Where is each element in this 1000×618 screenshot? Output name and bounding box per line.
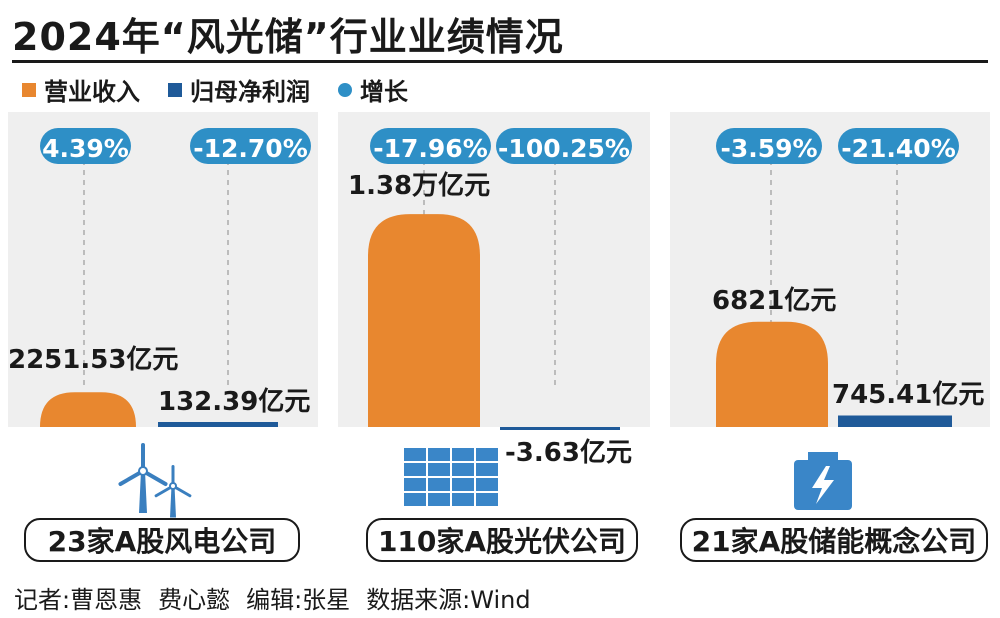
panel-0 xyxy=(8,112,318,427)
growth-badge-profit-0 xyxy=(190,128,311,164)
growth-badge-profit-1 xyxy=(496,128,632,164)
sector-label-storage: 21家A股储能概念公司 xyxy=(680,518,988,562)
growth-badge-revenue-2 xyxy=(716,128,822,164)
solar-panel-icon xyxy=(404,448,498,506)
footer-reporter: 记者:曹恩惠 xyxy=(14,586,143,614)
footer-reporter-2: 费心懿 xyxy=(158,586,231,614)
growth-badge-label-revenue-0: 4.39% xyxy=(42,134,129,163)
legend-swatch-profit xyxy=(168,82,182,97)
legend-item-revenue: 营业收入 xyxy=(22,72,140,107)
bar-revenue-2 xyxy=(716,321,828,427)
growth-badge-revenue-1 xyxy=(370,128,491,164)
data-label-profit-1: -3.63亿元 xyxy=(505,438,632,468)
footer-source: 数据来源:Wind xyxy=(366,586,531,614)
data-label-profit-2: 745.41亿元 xyxy=(832,380,984,410)
sector-label-solar: 110家A股光伏公司 xyxy=(366,518,638,562)
data-label-profit-0: 132.39亿元 xyxy=(158,387,310,417)
legend-item-profit: 归母净利润 xyxy=(168,72,310,107)
legend-swatch-revenue xyxy=(22,82,36,97)
growth-badge-label-profit-2: -21.40% xyxy=(841,134,956,163)
bar-revenue-1 xyxy=(368,214,480,427)
legend-label-revenue: 营业收入 xyxy=(44,78,140,106)
growth-badge-label-revenue-2: -3.59% xyxy=(720,134,817,163)
growth-badge-label-revenue-1: -17.96% xyxy=(373,134,488,163)
growth-badge-profit-2 xyxy=(838,128,959,164)
wind-turbine-icon xyxy=(118,443,192,518)
sector-label-wind: 23家A股风电公司 xyxy=(24,518,300,562)
legend-label-profit: 归母净利润 xyxy=(190,78,310,106)
growth-badge-label-profit-1: -100.25% xyxy=(498,134,630,163)
chart-canvas: 4.39% -12.70% 2251.53亿元 132.39亿元 -17.96% -100… xyxy=(8,112,990,518)
growth-badge-revenue-0 xyxy=(40,128,131,164)
bar-profit-1 xyxy=(500,427,620,430)
data-label-revenue-2: 6821亿元 xyxy=(712,286,836,316)
bar-revenue-0 xyxy=(40,392,136,427)
bar-profit-0 xyxy=(158,422,278,427)
growth-badge-label-profit-0: -12.70% xyxy=(193,134,308,163)
legend: 营业收入 归母净利润 增长 xyxy=(22,72,408,107)
footer: 记者:曹恩惠 费心懿 编辑:张星 数据来源:Wind xyxy=(14,580,531,615)
battery-icon xyxy=(794,452,852,510)
legend-swatch-growth xyxy=(338,82,352,97)
legend-item-growth: 增长 xyxy=(338,72,408,107)
chart-title: 2024年“风光储”行业业绩情况 xyxy=(12,15,564,59)
data-label-revenue-1: 1.38万亿元 xyxy=(348,171,490,201)
data-label-revenue-0: 2251.53亿元 xyxy=(8,345,178,375)
bar-profit-2 xyxy=(838,415,952,427)
legend-label-growth: 增长 xyxy=(360,78,408,106)
title-rule xyxy=(12,60,988,63)
footer-editor: 编辑:张星 xyxy=(246,586,351,614)
